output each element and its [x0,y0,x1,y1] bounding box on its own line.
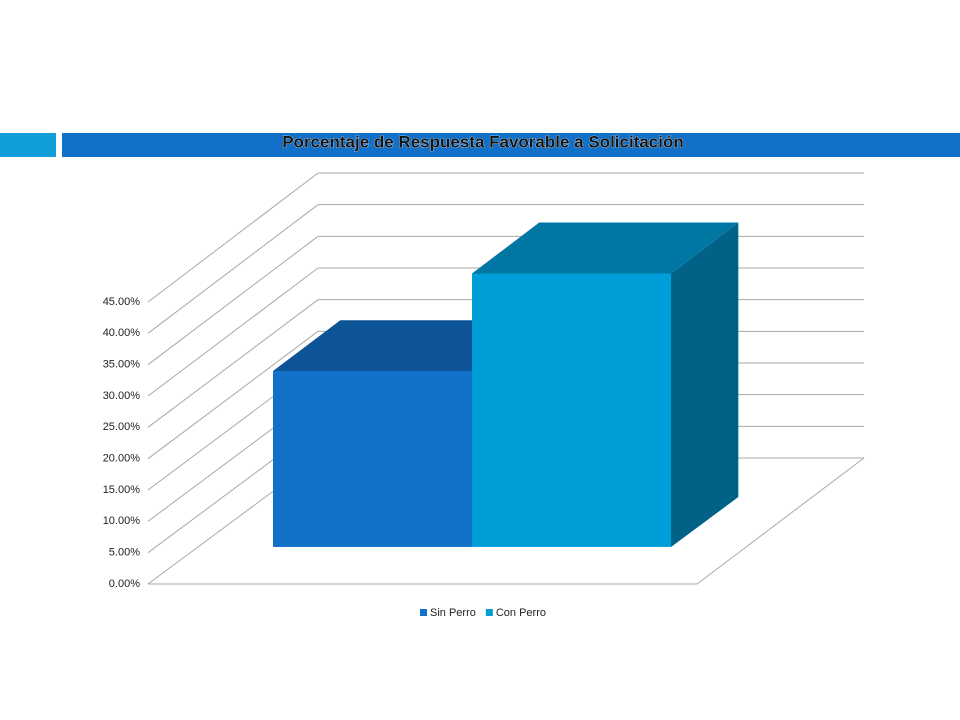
bar [472,273,671,547]
bar [273,370,472,547]
grid-line [147,330,319,460]
grid-line [147,235,319,366]
y-tick-label: 20.00% [103,453,141,465]
grid-line [147,267,319,397]
y-tick-label: 0.00% [109,578,140,590]
chart-title: Porcentaje de Respuesta Favorable a Soli… [282,132,684,151]
y-tick-label: 10.00% [103,515,141,527]
grid-line [147,172,319,303]
header-accent [0,133,56,157]
legend-swatch [485,609,493,616]
grid-line [147,204,319,334]
legend-label: Con Perro [496,607,546,619]
bar-top [472,222,739,274]
y-tick-label: 5.00% [109,547,140,559]
y-tick-label: 35.00% [103,359,141,371]
y-tick-label: 25.00% [103,421,141,433]
y-tick-label: 40.00% [103,327,141,339]
y-tick-label: 15.00% [103,484,141,496]
y-tick-label: 30.00% [103,390,141,402]
legend-label: Sin Perro [430,607,476,619]
grid-line [147,299,319,428]
floor-edge [696,457,865,585]
header-bar [62,133,960,157]
bar-side [671,222,739,547]
y-tick-label: 45.00% [103,296,141,308]
legend-swatch [420,609,427,616]
